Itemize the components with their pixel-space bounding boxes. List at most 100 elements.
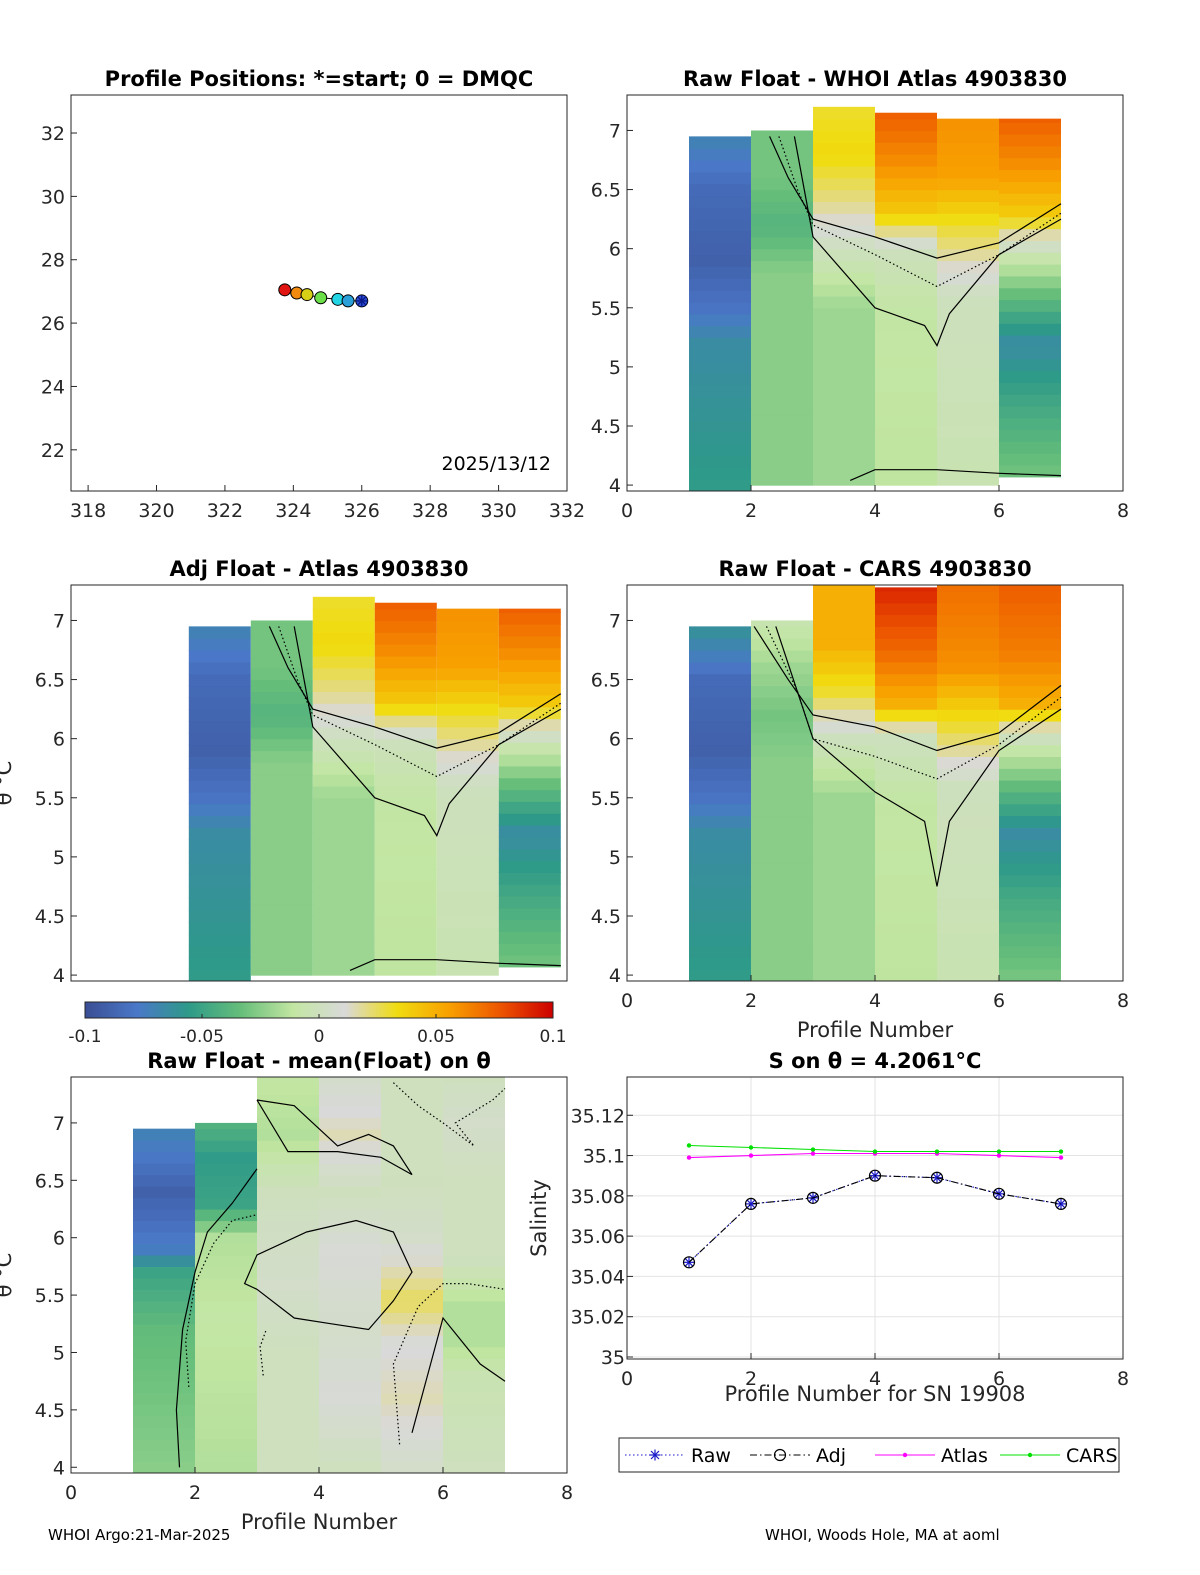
profile-cell [195,1300,257,1313]
adj-marker [773,1448,787,1462]
profile-cell [875,921,937,935]
profile-cell [319,1174,381,1187]
profile-cell [312,797,375,811]
profile-cell [257,1266,319,1279]
profile-cell [751,355,813,368]
profile-cell [999,661,1061,675]
profile-cell [751,720,813,734]
anomaly-ytick-label: 4.5 [35,1400,65,1422]
profile-cell [875,815,937,828]
salinity-ytick-label: 35.06 [571,1226,625,1248]
profile-cell [999,827,1061,840]
profile-cell [436,632,499,645]
profile-cell [999,862,1061,876]
profile-cell [813,260,875,273]
profile-cell [319,1117,381,1130]
profile-cell [443,1220,505,1233]
profile-cell [999,394,1061,407]
profile-cell [937,189,999,202]
profile-cell [381,1392,443,1405]
profile-cell [312,904,375,917]
profile-cell [195,1369,257,1382]
salinity-ytick-label: 35.1 [583,1146,625,1168]
profile-cell [498,671,561,684]
profile-cell [999,405,1061,419]
profile-cell [937,437,999,451]
profile-cell [319,1415,381,1428]
profile-cell [751,295,813,309]
profile-cell [436,915,499,929]
profile-cell [133,1163,195,1176]
profile-column [813,106,875,486]
adj-atlas-ytick-label: 6 [53,729,65,751]
profile-cell [188,638,251,651]
profile-column [751,620,813,981]
profile-cell [443,1174,505,1187]
profile-cell [374,715,437,728]
profile-cell [436,785,499,799]
profile-cell [381,1450,443,1463]
profile-cell [751,414,813,427]
profile-cell [374,632,437,645]
profile-cell [312,750,375,763]
profile-cell [257,1427,319,1440]
profile-cell [319,1128,381,1141]
profile-cell [374,620,437,633]
profile-cell [875,839,937,852]
profile-cell [443,1197,505,1210]
profile-cell [999,969,1061,981]
profile-cell [999,839,1061,852]
profile-cell [875,236,937,250]
contour-line [793,136,1062,347]
profile-cell [133,1254,195,1267]
profile-cell [257,1450,319,1463]
legend-item: CARS [1000,1445,1118,1467]
profile-cell [498,777,561,791]
profile-cell [257,1151,319,1164]
profile-cell [937,414,999,427]
profile-cell [133,1369,195,1382]
profile-cell [813,827,875,840]
profile-cell [250,774,313,787]
profile-cell [250,703,313,716]
profile-cell [999,134,1061,147]
profile-cell [257,1220,319,1233]
profile-cell [133,1450,195,1463]
profile-cell [813,213,875,226]
profile-cell [195,1197,257,1210]
raw-cars-ytick-label: 6 [609,729,621,751]
positions-ytick-label: 32 [41,123,65,145]
profile-cell [381,1461,443,1473]
raw-atlas-ytick-label: 7 [609,120,621,142]
profile-cell [381,1209,443,1222]
profile-cell [937,319,999,333]
profile-cell [319,1209,381,1222]
profile-cell [751,260,813,273]
profile-cell [133,1404,195,1417]
profile-cell [498,813,561,826]
profile-cell [999,685,1061,698]
profile-position-marker [278,283,292,297]
profile-cell [813,709,875,722]
profile-cell [257,1128,319,1141]
profile-cell [875,319,937,333]
point-marker [872,1149,878,1154]
profile-cell [319,1082,381,1095]
profile-cell [875,355,937,368]
profile-cell [999,957,1061,970]
profile-cell [250,915,313,929]
profile-cell [999,933,1061,947]
profile-cell [875,272,937,285]
profile-cell [751,130,813,143]
profile-cell [188,780,251,793]
profile-cell [751,378,813,392]
profile-cell [319,1277,381,1290]
profile-cell [751,709,813,722]
profile-cell [751,236,813,250]
profile-cell [436,726,499,740]
profile-cell [195,1312,257,1325]
profile-cell [689,756,751,769]
profile-cell [133,1381,195,1394]
profile-cell [319,1335,381,1348]
raw-marker [649,1449,661,1461]
